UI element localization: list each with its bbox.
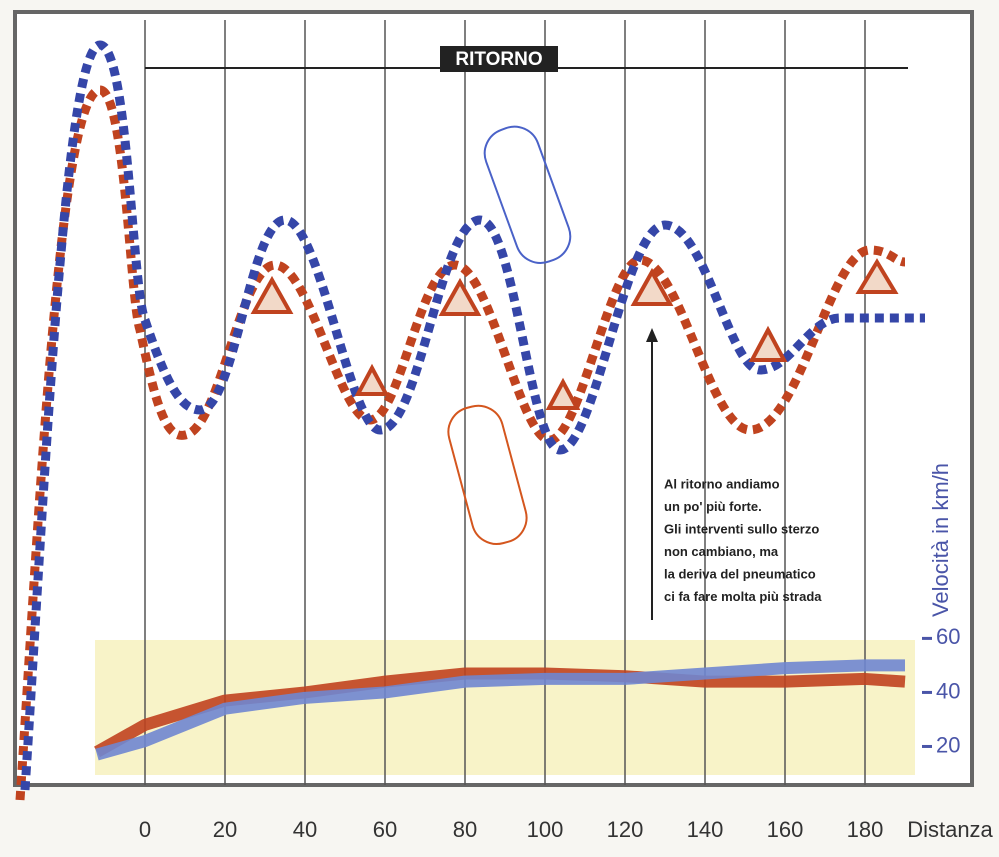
chart-title: RITORNO <box>455 49 542 70</box>
annotation-line: Al ritorno andiamo <box>664 476 780 491</box>
y-tick-label: 60 <box>936 624 960 649</box>
annotation-line: Gli interventi sullo sterzo <box>664 521 819 536</box>
x-tick-label: 20 <box>213 817 237 842</box>
x-tick-label: 0 <box>139 817 151 842</box>
chart: RITORNO Al ritorno andiamo un po' più for… <box>0 0 999 857</box>
x-tick-label: 100 <box>527 817 564 842</box>
x-tick-label: 40 <box>293 817 317 842</box>
x-tick-label: 80 <box>453 817 477 842</box>
y-axis-label: Velocità in km/h <box>928 463 953 617</box>
annotation-line: un po' più forte. <box>664 499 762 514</box>
y-tick-label: 20 <box>936 732 960 757</box>
x-tick-label: 60 <box>373 817 397 842</box>
y-tick-label: 40 <box>936 678 960 703</box>
annotation-line: ci fa fare molta più strada <box>664 589 822 604</box>
annotation-line: la deriva del pneumatico <box>664 566 816 581</box>
x-tick-label: 120 <box>607 817 644 842</box>
x-tick-label: 140 <box>687 817 724 842</box>
x-axis-label: Distanza <box>907 817 993 842</box>
x-tick-label: 180 <box>847 817 884 842</box>
x-tick-label: 160 <box>767 817 804 842</box>
annotation-line: non cambiano, ma <box>664 544 779 559</box>
